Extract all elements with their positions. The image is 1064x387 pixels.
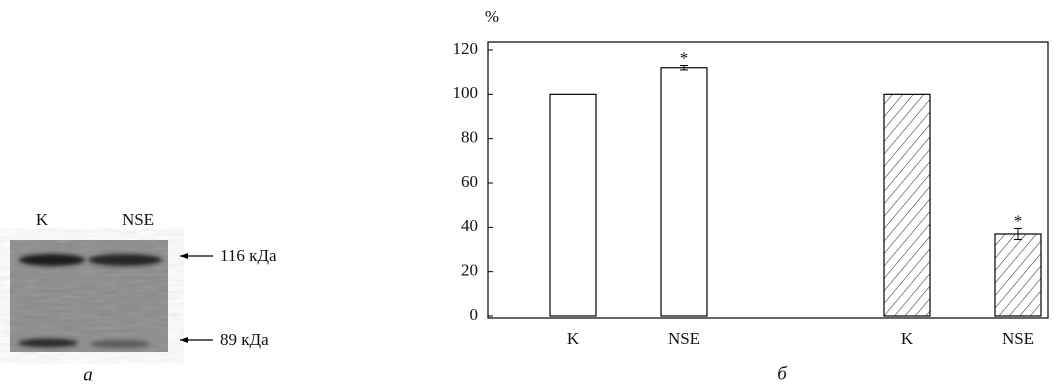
bar — [884, 94, 930, 316]
marker-label: 89 кДа — [220, 330, 269, 349]
figure: K NSE 116 кДа 89 кДа а % б 0 20 40 60 80 100 1… — [0, 0, 1064, 387]
x-tick-label: NSE — [1002, 329, 1034, 348]
y-tick-label: 40 — [461, 216, 478, 235]
y-tick-label: 0 — [470, 305, 479, 324]
bar — [995, 234, 1041, 316]
x-tick-label: K — [901, 329, 914, 348]
arrowhead — [180, 337, 188, 343]
panel-label: б — [777, 363, 788, 384]
arrowhead — [180, 253, 188, 259]
bar — [550, 94, 596, 316]
lane-label: K — [36, 210, 49, 229]
y-tick-label: 80 — [461, 128, 478, 147]
bar — [661, 68, 707, 316]
x-tick-label: K — [567, 329, 580, 348]
lane-label: NSE — [122, 210, 154, 229]
marker-label: 116 кДа — [220, 246, 277, 265]
y-axis-label: % — [485, 7, 499, 26]
significance-mark: * — [680, 48, 689, 67]
significance-mark: * — [1014, 211, 1023, 230]
y-tick-label: 60 — [461, 172, 478, 191]
y-tick-label: 120 — [453, 39, 479, 58]
panel-label: а — [83, 364, 93, 385]
y-tick-label: 20 — [461, 261, 478, 280]
blot-panel: K NSE 116 кДа 89 кДа а — [10, 210, 277, 385]
y-tick-label: 100 — [453, 83, 479, 102]
x-tick-label: NSE — [668, 329, 700, 348]
